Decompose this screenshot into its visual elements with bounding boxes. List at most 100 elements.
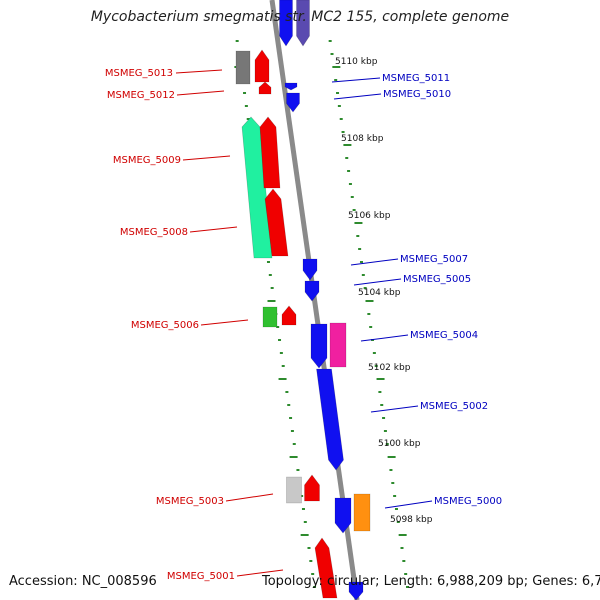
ruler-left-dot bbox=[300, 534, 309, 536]
gene-leader-line bbox=[333, 93, 382, 100]
gene-leader-line bbox=[353, 278, 402, 286]
gene-arrow-msmeg-5013 bbox=[254, 49, 270, 83]
ruler-left-dot bbox=[301, 508, 305, 510]
ruler-right-dot bbox=[369, 326, 373, 328]
ruler-right-dot bbox=[356, 235, 360, 237]
ruler-right-dot bbox=[339, 118, 343, 120]
gene-leader-line bbox=[384, 500, 433, 509]
ruler-left-dot bbox=[313, 586, 317, 588]
ruler-right-dot bbox=[328, 40, 332, 42]
ruler-right-dot bbox=[389, 469, 393, 471]
tick-label: 5108 kbp bbox=[341, 134, 384, 144]
ruler-left-dot bbox=[289, 417, 293, 419]
tick-labels: 5110 kbp 5108 kbp 5106 kbp 5104 kbp 5102 kbp… bbox=[335, 57, 433, 525]
gene-arrow-msmeg-5005 bbox=[304, 280, 320, 302]
ruler-right-dot bbox=[400, 547, 404, 549]
gene-leader-line bbox=[225, 493, 274, 502]
ruler-left-dot bbox=[266, 261, 270, 263]
gene-arrow bbox=[279, 0, 293, 47]
ruler-right-dot bbox=[380, 404, 384, 406]
gene-leader-line bbox=[360, 334, 409, 342]
ruler-right-dot bbox=[393, 495, 397, 497]
ruler-left-dot bbox=[290, 430, 294, 432]
ruler-right-dot bbox=[372, 352, 376, 354]
ruler-left-dot bbox=[296, 469, 300, 471]
ruler-right-dot bbox=[361, 274, 365, 276]
gene-label: MSMEG_5003 bbox=[156, 496, 224, 507]
ruler-right bbox=[328, 40, 410, 588]
ruler-right-dot bbox=[367, 313, 371, 315]
gene-arrow-spring bbox=[241, 116, 273, 259]
gene-leader-line bbox=[350, 258, 399, 266]
ruler-right-dot bbox=[347, 170, 351, 172]
ruler-right-dot bbox=[394, 508, 398, 510]
gene-label: MSMEG_5012 bbox=[107, 90, 175, 101]
ruler-right-dot bbox=[358, 248, 362, 250]
ruler-right-dot bbox=[406, 586, 410, 588]
tick-label: 5104 kbp bbox=[358, 288, 401, 298]
gene-label: MSMEG_5008 bbox=[120, 227, 188, 238]
ruler-left-dot bbox=[268, 274, 272, 276]
ruler-left-dot bbox=[244, 105, 248, 107]
ruler-right-dot bbox=[396, 521, 400, 523]
ruler-left-dot bbox=[285, 391, 289, 393]
ruler-right-dot bbox=[387, 456, 396, 458]
ruler-right-dot bbox=[348, 183, 352, 185]
gene-leader-line bbox=[189, 226, 238, 233]
gene-leader-line bbox=[331, 77, 381, 83]
topology-text: Topology: circular; Length: 6,988,209 bp… bbox=[262, 574, 600, 589]
gene-arrow-msmeg-5011 bbox=[284, 82, 298, 91]
ruler-left-dot bbox=[300, 495, 304, 497]
gene-label: MSMEG_5013 bbox=[105, 68, 173, 79]
gene-arrow-msmeg-5002 bbox=[316, 368, 344, 471]
tick-label: 5098 kbp bbox=[390, 515, 433, 525]
gene-arrow-msmeg-5007 bbox=[302, 258, 318, 281]
ruler-left-dot bbox=[235, 40, 239, 42]
ruler-left-dot bbox=[303, 521, 307, 523]
ruler-right-dot bbox=[374, 365, 378, 367]
gene-label: MSMEG_5010 bbox=[383, 89, 451, 100]
ruler-right-dot bbox=[378, 391, 382, 393]
ruler-left-dot bbox=[279, 352, 283, 354]
ruler-right-dot bbox=[354, 222, 363, 224]
ruler-right-dot bbox=[345, 157, 349, 159]
ruler-right-dot bbox=[359, 261, 363, 263]
gene-leader-line bbox=[176, 90, 225, 96]
gene-arrow-msmeg-5010 bbox=[286, 92, 300, 113]
ruler-left-dot bbox=[292, 443, 296, 445]
gene-leader-line bbox=[182, 155, 231, 161]
ruler-left-dot bbox=[276, 326, 280, 328]
ruler-right-dot bbox=[391, 482, 395, 484]
ruler-right-dot bbox=[365, 300, 374, 302]
gene-arrow-msmeg-5009 bbox=[259, 116, 281, 189]
ruler-right-dot bbox=[341, 131, 345, 133]
ruler-left-dot bbox=[311, 573, 315, 575]
ruler-right-dot bbox=[332, 66, 341, 68]
accession-text: Accession: NC_008596 bbox=[9, 574, 157, 589]
gene-arrow-msmeg-5000-orange bbox=[353, 493, 371, 532]
gene-arrow-msmeg-5006 bbox=[281, 305, 297, 326]
gene-arrow bbox=[296, 0, 310, 47]
ruler-right-dot bbox=[404, 573, 408, 575]
ruler-left-dot bbox=[309, 560, 313, 562]
gene-label: MSMEG_5002 bbox=[420, 401, 488, 412]
ruler-left-dot bbox=[267, 300, 276, 302]
gene-leader-line bbox=[236, 569, 284, 577]
gene-label: MSMEG_5006 bbox=[131, 320, 199, 331]
gene-arrow-msmeg-5013-gray bbox=[235, 50, 251, 85]
ruler-right-dot bbox=[382, 417, 386, 419]
ruler-left-dot bbox=[270, 287, 274, 289]
ruler-right-dot bbox=[383, 430, 387, 432]
gene-labels: MSMEG_5013 MSMEG_5012 MSMEG_5009 MSMEG_5008… bbox=[105, 68, 502, 582]
gene-arrow-msmeg-5003-gray bbox=[286, 476, 302, 504]
tick-label: 5100 kbp bbox=[378, 439, 421, 449]
ruler-left-dot bbox=[278, 339, 282, 341]
gene-arrow-msmeg-5004 bbox=[310, 323, 328, 369]
ruler-right-dot bbox=[352, 209, 356, 211]
ruler-left-dot bbox=[243, 92, 247, 94]
gene-arrow bbox=[348, 581, 364, 600]
ruler-right-dot bbox=[363, 287, 367, 289]
ruler-right-dot bbox=[337, 105, 341, 107]
gene-leader-line bbox=[200, 319, 249, 326]
